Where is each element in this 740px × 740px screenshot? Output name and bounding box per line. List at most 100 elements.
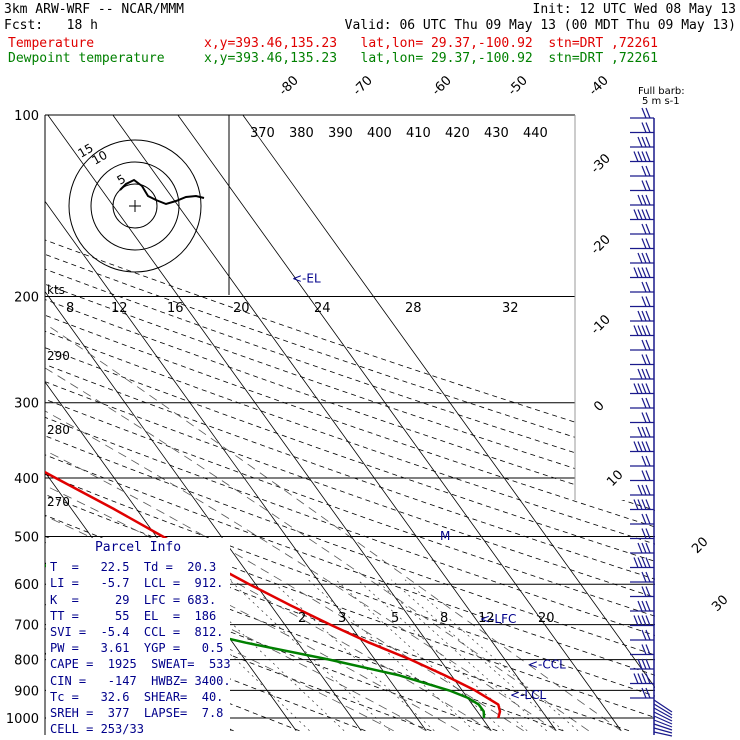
parcel-info-row: CIN = -147 HWBZ= 3400. bbox=[50, 673, 231, 688]
wind-barb-flag bbox=[645, 658, 651, 670]
pressure-tick-label: 600 bbox=[14, 578, 39, 593]
wind-barb-flag bbox=[641, 629, 647, 641]
hodograph-trace bbox=[119, 178, 205, 206]
theta-e-label: 370 bbox=[250, 126, 275, 141]
wind-barb-flag bbox=[641, 571, 647, 583]
wind-barb-flag bbox=[645, 107, 651, 119]
parcel-info-row: T = 22.5 Td = 20.3 bbox=[50, 560, 217, 575]
model-title: 3km ARW-WRF -- NCAR/MMM bbox=[4, 2, 185, 17]
dry-adiabat-label: 280 bbox=[47, 423, 70, 437]
wind-barb-flag bbox=[645, 484, 651, 496]
parcel-info-row: Tc = 32.6 SHEAR= 40. bbox=[50, 689, 224, 704]
init-time: Init: 12 UTC Wed 08 May 13 bbox=[532, 2, 737, 17]
level-mark-label: <-LFC bbox=[480, 612, 516, 626]
hodograph-ring-label: 15 bbox=[76, 141, 96, 161]
theta-e-label: 420 bbox=[445, 126, 470, 141]
wind-legend-line2: 5 m s-1 bbox=[642, 96, 680, 107]
wind-barb-flag bbox=[641, 136, 647, 148]
legend-dewpoint-info: x,y=393.46,135.23 lat,lon= 29.37,-100.92… bbox=[204, 51, 658, 66]
wind-barb-flag bbox=[641, 542, 647, 554]
isotherm-label: -60 bbox=[429, 73, 455, 99]
pressure-tick-label: 500 bbox=[14, 530, 39, 545]
wind-barb-flag bbox=[641, 238, 647, 249]
wind-barb bbox=[653, 719, 673, 728]
hodograph-units-label: kts bbox=[47, 283, 65, 297]
wind-barb-flag bbox=[633, 499, 639, 510]
wind-barb-flag bbox=[645, 180, 651, 191]
mixing-ratio-line bbox=[404, 579, 579, 732]
mixing-ratio-line bbox=[357, 579, 528, 732]
isotherm-label: 20 bbox=[689, 535, 711, 557]
wind-barb-flag bbox=[645, 383, 651, 394]
wind-barb-flag bbox=[645, 470, 651, 481]
wind-barb-flag bbox=[637, 194, 643, 206]
wind-barb-flag bbox=[641, 426, 647, 438]
wind-barb-flag bbox=[641, 513, 647, 525]
wind-barb-flag bbox=[645, 528, 651, 539]
dry-adiabat bbox=[45, 127, 655, 732]
wind-barb-flag bbox=[645, 151, 651, 162]
isotherm-label: -80 bbox=[276, 73, 302, 99]
wind-barb-flag bbox=[645, 629, 651, 641]
isotherm-label: -50 bbox=[505, 73, 531, 99]
isotherm-label: -40 bbox=[586, 73, 612, 99]
mixing-ratio-label: 8 bbox=[440, 611, 448, 626]
wind-barb-flag bbox=[645, 644, 651, 655]
dry-adiabat bbox=[45, 127, 366, 732]
wind-barb-flag bbox=[637, 310, 643, 322]
wind-barb-flag bbox=[641, 687, 647, 699]
moist-adiabat bbox=[45, 296, 394, 732]
wind-barb-flag bbox=[641, 281, 647, 293]
wind-barb-flag bbox=[645, 600, 651, 612]
wind-barb-flag bbox=[637, 267, 643, 278]
dry-adiabat bbox=[45, 127, 655, 732]
wind-barb-flag bbox=[645, 687, 651, 699]
wind-barb-flag bbox=[645, 354, 651, 365]
wind-barb-flag bbox=[637, 499, 643, 510]
mixing-ratio-label: 20 bbox=[538, 611, 555, 626]
wind-barb-flag bbox=[645, 455, 651, 467]
moist-adiabat bbox=[45, 296, 459, 732]
dewpoint-trace bbox=[45, 115, 486, 719]
wind-barb-flag bbox=[641, 223, 647, 235]
wind-barb bbox=[653, 731, 673, 737]
dry-adiabat bbox=[45, 127, 655, 732]
mixing-ratio-label: 20 bbox=[233, 301, 250, 316]
wind-barb-flag bbox=[637, 615, 643, 626]
wind-barb-flag bbox=[641, 455, 647, 467]
hodograph-ring bbox=[112, 183, 158, 229]
wind-barb-flag bbox=[641, 499, 647, 510]
hodograph-ring-label: 10 bbox=[90, 148, 110, 168]
isotherm-label: 30 bbox=[709, 593, 731, 615]
pressure-tick-label: 300 bbox=[14, 397, 39, 412]
mixing-ratio-line bbox=[391, 579, 564, 732]
mixing-ratio-label: 28 bbox=[405, 301, 422, 316]
wind-barb-flag bbox=[637, 426, 643, 438]
wind-barb-flag bbox=[641, 252, 647, 264]
wind-barb-flag bbox=[645, 267, 651, 278]
wind-barb-flag bbox=[645, 615, 651, 626]
theta-e-label: 400 bbox=[367, 126, 392, 141]
mixing-ratio-label: 5 bbox=[391, 611, 399, 626]
mixing-ratio-label: 8 bbox=[66, 301, 74, 316]
wind-barb-flag bbox=[641, 354, 647, 365]
dry-adiabat-label: 290 bbox=[47, 349, 70, 363]
wind-barb-flag bbox=[637, 542, 643, 554]
wind-barb-flag bbox=[645, 122, 651, 133]
pressure-tick-label: 700 bbox=[14, 619, 39, 634]
parcel-info-row: CELL = 253/33 bbox=[50, 722, 144, 737]
wind-barb-flag bbox=[645, 513, 651, 525]
isotherm-line bbox=[135, 115, 622, 732]
wind-barb-flag bbox=[637, 600, 643, 612]
wind-barb-flag bbox=[637, 252, 643, 264]
wind-barb-flag bbox=[641, 267, 647, 278]
moist-adiabat bbox=[45, 296, 557, 732]
wind-barb-flag bbox=[645, 339, 651, 351]
dry-adiabat-label: 270 bbox=[47, 495, 70, 509]
wind-barb-flag bbox=[633, 615, 639, 626]
wind-barb-flag bbox=[645, 673, 651, 684]
wind-barb-flag bbox=[637, 484, 643, 496]
wind-barb-flag bbox=[637, 325, 643, 336]
forecast-hour: Fcst: 18 h bbox=[4, 18, 98, 33]
wind-barb-flag bbox=[633, 267, 639, 278]
